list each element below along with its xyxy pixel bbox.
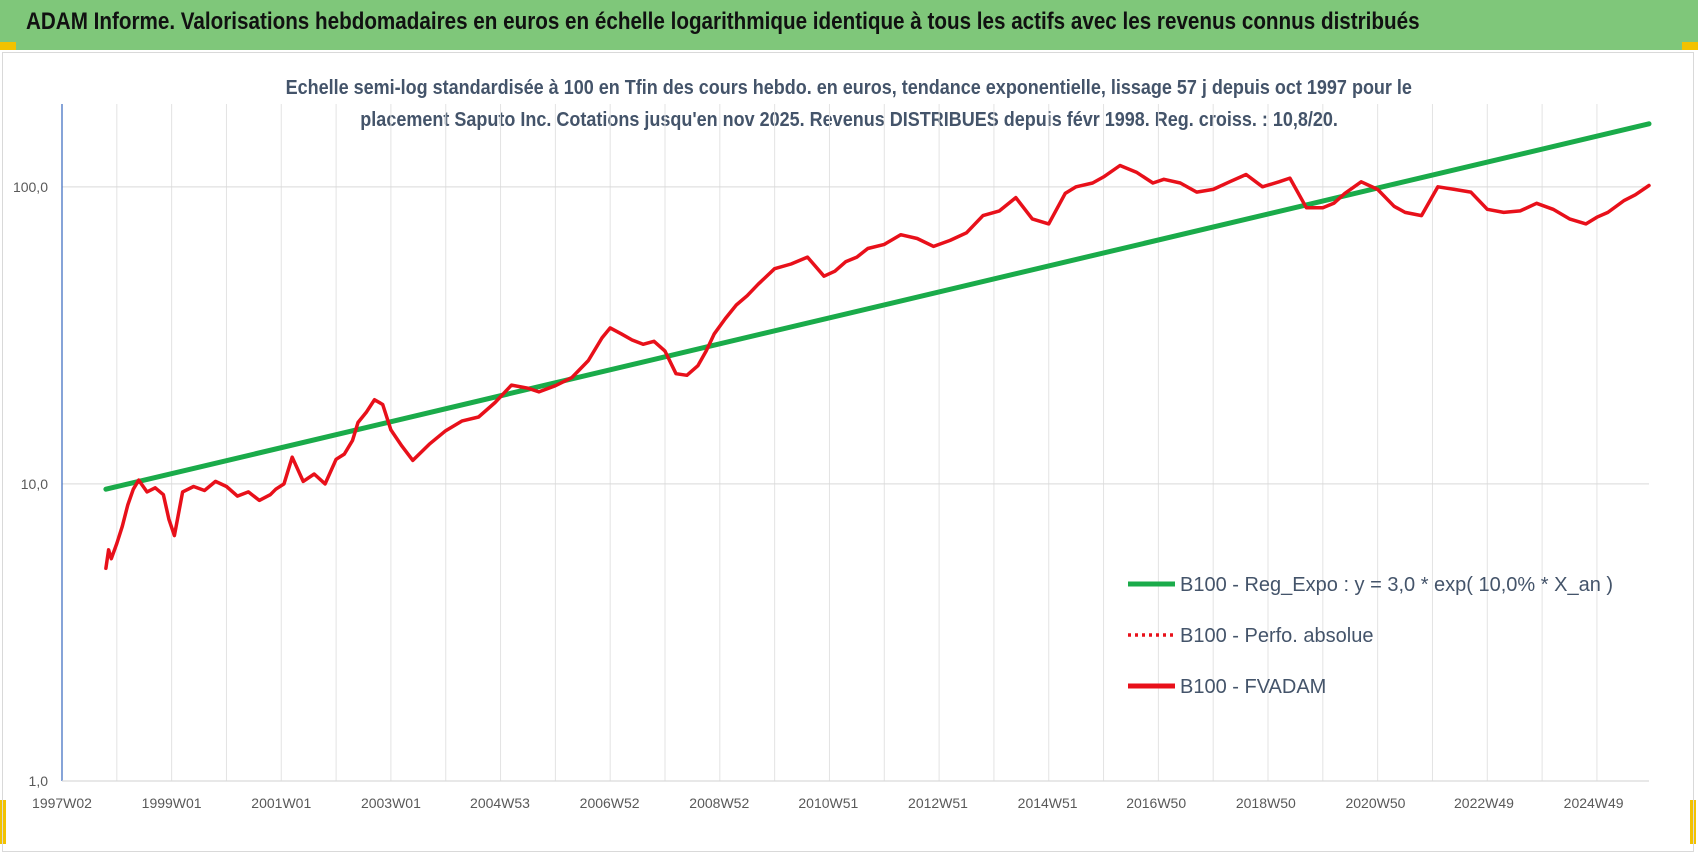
x-tick-label: 2020W50 [1345, 795, 1405, 811]
x-tick-label: 1999W01 [142, 795, 202, 811]
chart-title-line-1: Echelle semi-log standardisée à 100 en T… [285, 77, 1413, 99]
x-tick-label: 2006W52 [580, 795, 640, 811]
legend-label-fvadam: B100 - FVADAM [1180, 676, 1326, 698]
tick-labels: 1,0 10,0 100,0 1997W02 1999W01 2001W01 2003W01… [13, 179, 1624, 811]
header-title: ADAM Informe. Valorisations hebdomadaire… [26, 8, 1420, 35]
header-banner: ADAM Informe. Valorisations hebdomadaire… [0, 0, 1698, 50]
x-tick-label: 2018W50 [1236, 795, 1296, 811]
x-tick-label: 2016W50 [1126, 795, 1186, 811]
legend: B100 - Reg_Expo : y = 3,0 * exp( 10,0% *… [1128, 574, 1613, 698]
chart-frame [2, 52, 1694, 852]
axes [61, 104, 1649, 782]
x-tick-label: 2001W01 [251, 795, 311, 811]
chart-title-line-2: placement Saputo Inc. Cotations jusqu'en… [360, 109, 1338, 131]
y-tick-label: 1,0 [29, 773, 49, 789]
x-tick-label: 2003W01 [361, 795, 421, 811]
corner-mark-top-left [0, 42, 16, 50]
y-tick-label: 10,0 [21, 476, 48, 492]
series-line-fvadam [104, 163, 1651, 571]
x-tick-label: 2024W49 [1564, 795, 1624, 811]
corner-mark-top-right [1682, 42, 1698, 50]
legend-label-reg-expo: B100 - Reg_Expo : y = 3,0 * exp( 10,0% *… [1180, 574, 1613, 596]
x-tick-label: 2022W49 [1454, 795, 1514, 811]
x-tick-label: 2012W51 [908, 795, 968, 811]
corner-mark-bottom-left [0, 800, 6, 844]
x-tick-label: 2014W51 [1018, 795, 1078, 811]
x-tick-label: 1997W02 [32, 795, 92, 811]
legend-label-perfo-absolue: B100 - Perfo. absolue [1180, 625, 1373, 647]
x-tick-label: 2008W52 [689, 795, 749, 811]
series-line-reg-expo [103, 121, 1652, 492]
series-lines [103, 121, 1652, 571]
x-tick-label: 2004W53 [470, 795, 530, 811]
y-tick-label: 100,0 [13, 179, 48, 195]
x-tick-label: 2010W51 [798, 795, 858, 811]
